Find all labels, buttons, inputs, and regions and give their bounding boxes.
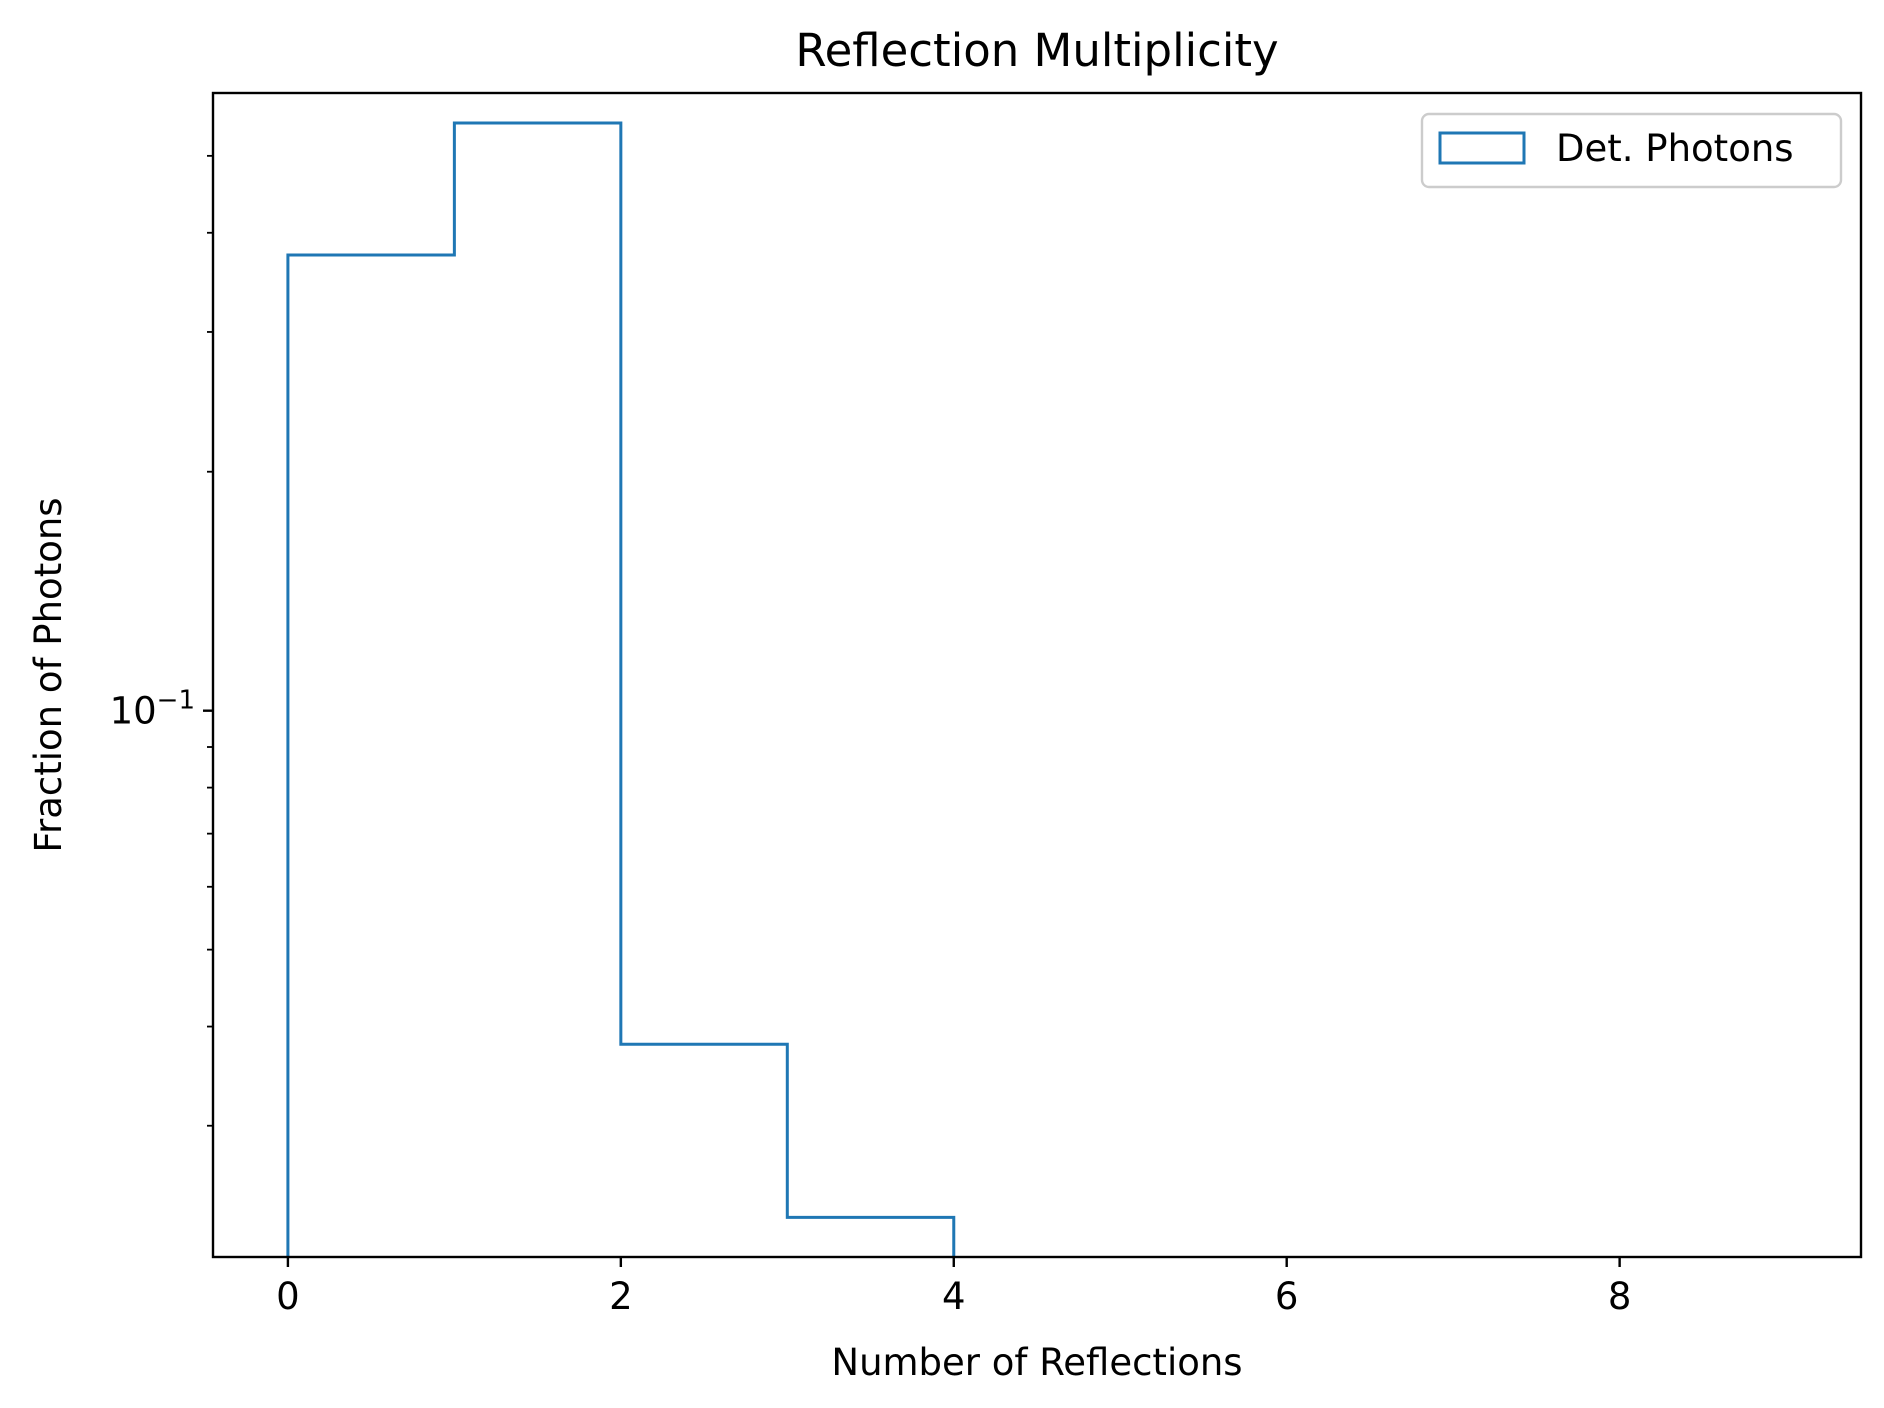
x-tick-label: 8	[1608, 1275, 1632, 1318]
plot-area-frame	[211, 91, 1863, 1259]
y-tick-label: 10−1	[110, 686, 195, 733]
x-tick-label: 6	[1275, 1275, 1299, 1318]
histogram-step-line	[286, 121, 956, 1257]
chart-title: Reflection Multiplicity	[795, 24, 1278, 77]
x-tick-label: 4	[942, 1275, 966, 1318]
x-tick-label: 2	[609, 1275, 633, 1318]
legend-label-det-photons: Det. Photons	[1556, 127, 1794, 170]
legend-frame	[1420, 112, 1843, 189]
legend-swatch	[1438, 131, 1526, 165]
x-axis-label: Number of Reflections	[831, 1341, 1242, 1384]
x-axis-ticks: 0 2 4 6 8	[276, 1257, 1631, 1318]
y-axis-ticks: 10−1	[110, 154, 213, 1127]
y-axis-label: Fraction of Photons	[27, 497, 70, 852]
legend: Det. Photons	[1420, 112, 1843, 189]
x-tick-label: 0	[276, 1275, 300, 1318]
